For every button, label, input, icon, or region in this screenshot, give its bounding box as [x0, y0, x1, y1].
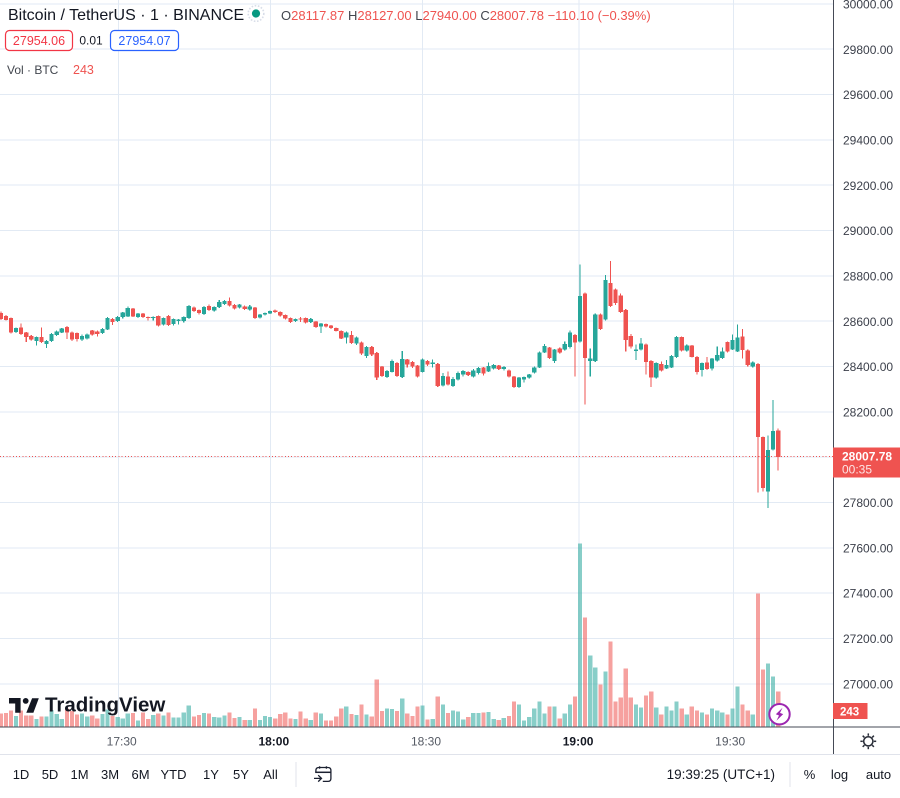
svg-text:0.01: 0.01 — [79, 34, 103, 48]
svg-text:%: % — [804, 767, 816, 782]
svg-text:YTD: YTD — [161, 767, 187, 782]
svg-text:Bitcoin / TetherUS · 1 · BINAN: Bitcoin / TetherUS · 1 · BINANCE — [8, 7, 244, 24]
svg-text:27954.06: 27954.06 — [13, 34, 65, 48]
svg-text:29600.00: 29600.00 — [843, 88, 893, 102]
svg-text:28400.00: 28400.00 — [843, 360, 893, 374]
svg-text:auto: auto — [866, 767, 891, 782]
svg-text:28007.78: 28007.78 — [842, 450, 892, 464]
svg-text:28800.00: 28800.00 — [843, 269, 893, 283]
svg-text:17:30: 17:30 — [107, 735, 137, 749]
svg-text:29000.00: 29000.00 — [843, 224, 893, 238]
svg-text:29800.00: 29800.00 — [843, 43, 893, 57]
svg-text:00:35: 00:35 — [842, 463, 872, 477]
svg-text:Vol · BTC: Vol · BTC — [7, 63, 59, 77]
svg-text:27954.07: 27954.07 — [118, 34, 170, 48]
svg-text:1M: 1M — [70, 767, 88, 782]
svg-text:27600.00: 27600.00 — [843, 541, 893, 555]
svg-text:log: log — [831, 767, 848, 782]
svg-text:27200.00: 27200.00 — [843, 632, 893, 646]
svg-text:3M: 3M — [101, 767, 119, 782]
svg-text:243: 243 — [840, 707, 859, 719]
svg-text:TradingView: TradingView — [45, 694, 165, 717]
svg-text:19:00: 19:00 — [563, 735, 594, 749]
svg-text:19:30: 19:30 — [715, 735, 745, 749]
svg-text:1D: 1D — [13, 767, 30, 782]
svg-text:29200.00: 29200.00 — [843, 179, 893, 193]
svg-text:1Y: 1Y — [203, 767, 219, 782]
svg-text:27800.00: 27800.00 — [843, 496, 893, 510]
svg-text:5Y: 5Y — [233, 767, 249, 782]
svg-text:18:30: 18:30 — [411, 735, 441, 749]
svg-text:All: All — [263, 767, 278, 782]
svg-text:O28117.87 H28127.00 L27940.00: O28117.87 H28127.00 L27940.00 C28007.78 … — [281, 8, 651, 23]
svg-text:5D: 5D — [42, 767, 59, 782]
svg-text:29400.00: 29400.00 — [843, 134, 893, 148]
svg-text:27000.00: 27000.00 — [843, 677, 893, 691]
svg-text:27400.00: 27400.00 — [843, 587, 893, 601]
svg-text:30000.00: 30000.00 — [843, 0, 893, 12]
svg-text:19:39:25 (UTC+1): 19:39:25 (UTC+1) — [667, 767, 775, 782]
svg-text:28200.00: 28200.00 — [843, 405, 893, 419]
svg-text:243: 243 — [73, 63, 94, 77]
svg-text:18:00: 18:00 — [258, 735, 289, 749]
svg-text:28600.00: 28600.00 — [843, 315, 893, 329]
svg-text:6M: 6M — [131, 767, 149, 782]
